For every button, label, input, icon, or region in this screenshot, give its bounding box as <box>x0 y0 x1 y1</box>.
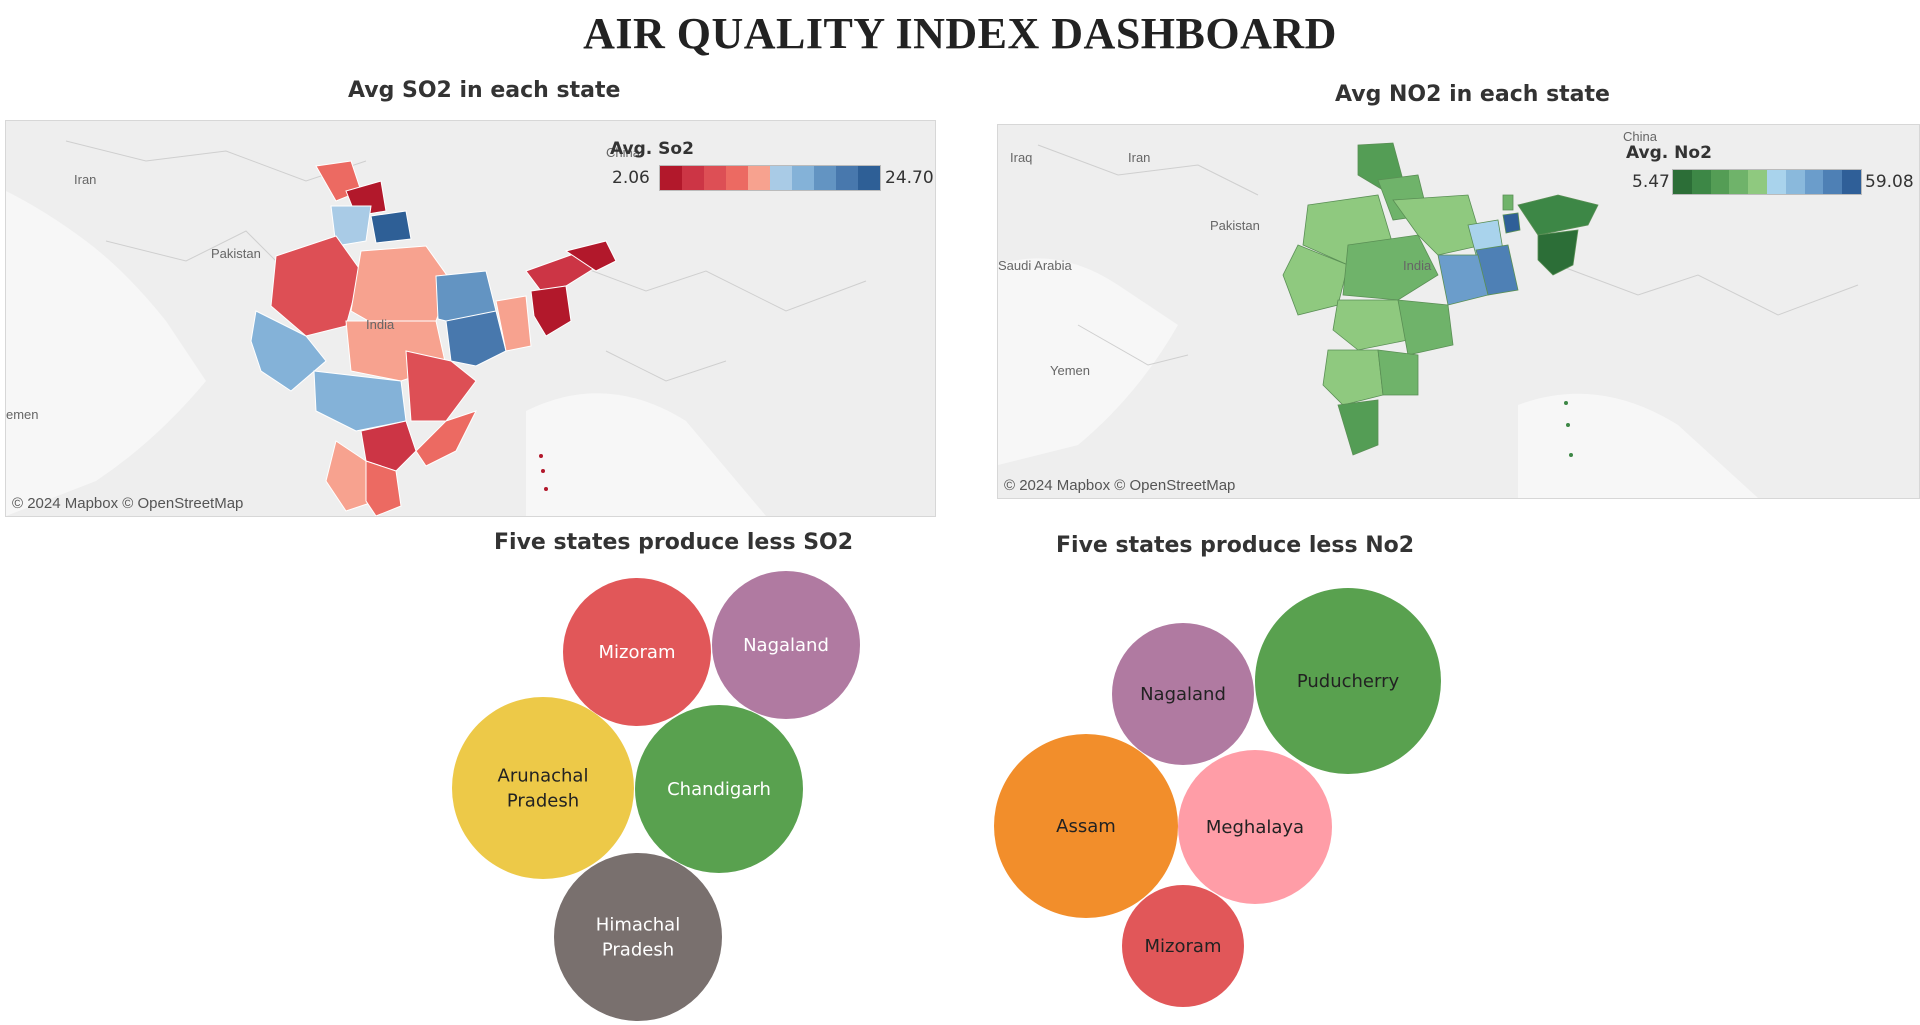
no2-legend-swatch <box>1766 170 1786 194</box>
so2-place-pakistan: Pakistan <box>211 246 261 261</box>
no2-place-india: India <box>1403 258 1432 273</box>
bubble-mizoram[interactable] <box>563 578 711 726</box>
so2-place-iran: Iran <box>74 172 96 187</box>
no2-legend-max: 59.08 <box>1865 172 1914 192</box>
so2-legend-swatch <box>836 166 858 190</box>
bubble-puducherry[interactable] <box>1255 588 1441 774</box>
bubble-himachal-pradesh[interactable] <box>554 853 722 1021</box>
so2-legend-swatch <box>682 166 704 190</box>
bubble-assam[interactable] <box>994 734 1178 918</box>
no2-place-saudi-arabia: Saudi Arabia <box>998 258 1072 273</box>
bubble-label-assam: Assam <box>1056 816 1116 837</box>
no2-state-shapes <box>1282 142 1599 456</box>
bubble-meghalaya[interactable] <box>1178 750 1332 904</box>
no2-legend-swatch <box>1748 170 1767 194</box>
bubble-chandigarh[interactable] <box>635 705 803 873</box>
so2-legend-swatch <box>814 166 836 190</box>
so2-legend-min: 2.06 <box>612 168 650 188</box>
no2-legend-swatch <box>1804 170 1824 194</box>
bubble-label-nagaland: Nagaland <box>1140 684 1226 705</box>
so2-sea <box>6 191 206 516</box>
so2-legend-swatch <box>726 166 748 190</box>
no2-map-canvas: Iraq Iran China Pakistan Saudi Arabia Ye… <box>998 125 1919 498</box>
no2-place-pakistan: Pakistan <box>1210 218 1260 233</box>
no2-place-yemen: Yemen <box>1050 363 1090 378</box>
no2-place-china: China <box>1623 129 1658 144</box>
so2-legend-max: 24.70 <box>885 168 934 188</box>
so2-legend-swatch <box>704 166 726 190</box>
no2-legend-swatch <box>1673 170 1692 194</box>
so2-place-india: India <box>366 317 395 332</box>
so2-legend: Avg. So2 2.06 24.70 <box>606 139 934 199</box>
so2-legend-swatch <box>792 166 814 190</box>
bubble-label-chandigarh: Chandigarh <box>667 779 771 800</box>
no2-map-title: Avg NO2 in each state <box>1335 82 1610 107</box>
so2-legend-swatch <box>858 166 880 190</box>
bubble-label-mizoram: Mizoram <box>599 642 676 663</box>
so2-legend-swatch <box>660 166 682 190</box>
no2-legend-min: 5.47 <box>1632 172 1670 192</box>
so2-map[interactable]: Iran Pakistan China emen Indi <box>5 120 936 517</box>
bubble-mizoram[interactable] <box>1122 885 1244 1007</box>
so2-place-china: China <box>606 145 641 160</box>
bubble-label-meghalaya: Meghalaya <box>1206 817 1304 838</box>
no2-place-iran: Iran <box>1128 150 1150 165</box>
no2-legend-swatch <box>1842 170 1861 194</box>
no2-legend-swatch <box>1691 170 1711 194</box>
no2-legend-swatch <box>1710 170 1730 194</box>
so2-legend-title: Avg. So2 <box>610 139 694 159</box>
no2-map-attribution[interactable]: © 2024 Mapbox © OpenStreetMap <box>1004 477 1236 494</box>
bubble-nagaland[interactable] <box>1112 623 1254 765</box>
dashboard-title: AIR QUALITY INDEX DASHBOARD <box>583 9 1337 58</box>
so2-bubble-chart: Mizoram Nagaland Arunachal Pradesh Chandigar… <box>452 571 860 1021</box>
bubble-label-nagaland: Nagaland <box>743 635 829 656</box>
so2-map-attribution[interactable]: © 2024 Mapbox © OpenStreetMap <box>12 495 244 512</box>
bubble-nagaland[interactable] <box>712 571 860 719</box>
bubble-label-himachal-pradesh: Himachal Pradesh <box>596 915 680 961</box>
bubble-label-mizoram: Mizoram <box>1145 936 1222 957</box>
so2-legend-swatch <box>770 166 792 190</box>
no2-legend-swatch <box>1823 170 1843 194</box>
so2-legend-colorbar <box>659 165 881 191</box>
no2-legend-swatch <box>1729 170 1749 194</box>
no2-legend-swatch <box>1785 170 1805 194</box>
so2-bubble-title: Five states produce less SO2 <box>494 530 854 555</box>
bubble-label-arunachal-pradesh: Arunachal Pradesh <box>498 766 589 812</box>
so2-map-title: Avg SO2 in each state <box>348 78 621 103</box>
no2-legend: Avg. No2 5.47 59.08 <box>1618 143 1918 203</box>
no2-legend-title: Avg. No2 <box>1626 143 1712 163</box>
no2-bubble-title: Five states produce less No2 <box>1056 533 1415 558</box>
no2-bubble-chart: Nagaland Puducherry Assam Meghalaya Mizoram <box>994 588 1441 1007</box>
no2-map[interactable]: Iraq Iran China Pakistan Saudi Arabia Ye… <box>997 124 1920 499</box>
so2-legend-swatch <box>748 166 770 190</box>
so2-place-yemen: emen <box>6 407 39 422</box>
bubble-arunachal-pradesh[interactable] <box>452 697 634 879</box>
no2-place-iraq: Iraq <box>1010 150 1032 165</box>
bubble-label-puducherry: Puducherry <box>1297 671 1400 692</box>
so2-state-shapes <box>250 160 617 516</box>
no2-legend-colorbar <box>1672 169 1862 195</box>
